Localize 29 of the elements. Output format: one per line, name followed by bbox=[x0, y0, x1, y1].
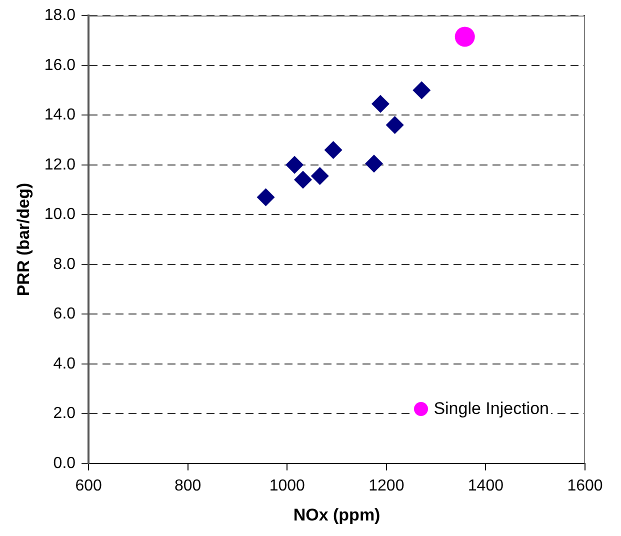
point bbox=[286, 156, 304, 174]
legend-label: Single Injection bbox=[434, 399, 549, 420]
point bbox=[371, 94, 390, 113]
x-tick-label: 1600 bbox=[567, 477, 603, 494]
y-tick-label: 10.0 bbox=[44, 206, 76, 224]
point bbox=[294, 170, 312, 189]
point bbox=[324, 140, 342, 159]
x-tick-label: 1400 bbox=[468, 477, 504, 494]
point bbox=[256, 188, 275, 206]
x-tick-label: 600 bbox=[75, 477, 102, 494]
y-tick-label: 0.0 bbox=[53, 454, 76, 472]
point bbox=[386, 116, 404, 134]
x-tick-label: 800 bbox=[174, 477, 202, 494]
point bbox=[454, 26, 475, 47]
x-axis-title: NOx (ppm) bbox=[293, 505, 380, 524]
point bbox=[310, 167, 329, 186]
y-tick-label: 6.0 bbox=[53, 306, 76, 323]
x-tick-label: 1000 bbox=[269, 477, 306, 494]
y-tick-label: 8.0 bbox=[53, 256, 76, 273]
y-axis-title: PRR (bar/deg) bbox=[14, 182, 33, 296]
y-tick-label: 2.0 bbox=[53, 405, 76, 422]
y-tick-label: 4.0 bbox=[53, 355, 76, 372]
point bbox=[365, 154, 384, 173]
x-tick-label: 1200 bbox=[368, 477, 404, 494]
y-tick-label: 14.0 bbox=[44, 106, 76, 124]
y-tick-label: 12.0 bbox=[44, 156, 76, 174]
y-tick-label: 16.0 bbox=[44, 56, 76, 74]
y-tick-label: 18.0 bbox=[44, 7, 76, 24]
point bbox=[412, 81, 431, 100]
